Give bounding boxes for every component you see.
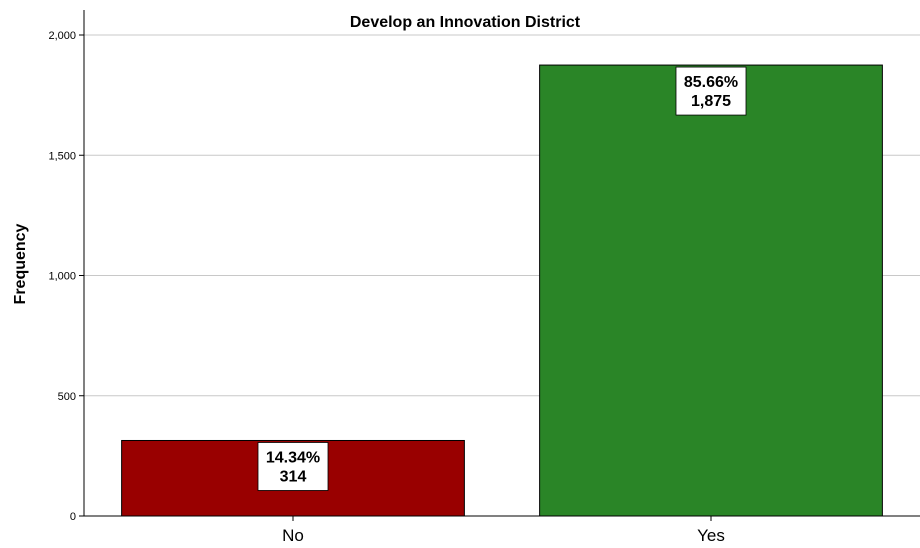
data-label-box xyxy=(257,442,329,491)
x-tick-label: No xyxy=(282,526,304,545)
data-label-count: 314 xyxy=(280,468,307,485)
y-tick-label: 0 xyxy=(70,511,76,523)
bars xyxy=(121,64,883,517)
axes xyxy=(83,10,920,517)
data-label-box xyxy=(675,66,747,116)
y-tick-label: 500 xyxy=(58,391,76,403)
x-tick-label: Yes xyxy=(697,526,725,545)
y-axis-ticks: 0 500 1,000 1,500 2,000 xyxy=(48,30,84,523)
bar-yes xyxy=(539,64,883,517)
data-labels: 14.34% 314 85.66% 1,875 xyxy=(257,66,747,491)
data-label-count: 1,875 xyxy=(691,93,731,110)
data-label-percent: 85.66% xyxy=(684,74,738,91)
x-axis-ticks: No Yes xyxy=(282,516,725,545)
chart-title: Develop an Innovation District xyxy=(350,14,581,31)
y-axis-label: Frequency xyxy=(12,223,29,304)
y-tick-label: 1,500 xyxy=(48,150,76,162)
data-label-percent: 14.34% xyxy=(266,449,320,466)
y-tick-label: 2,000 xyxy=(48,30,76,42)
y-tick-label: 1,000 xyxy=(48,271,76,283)
